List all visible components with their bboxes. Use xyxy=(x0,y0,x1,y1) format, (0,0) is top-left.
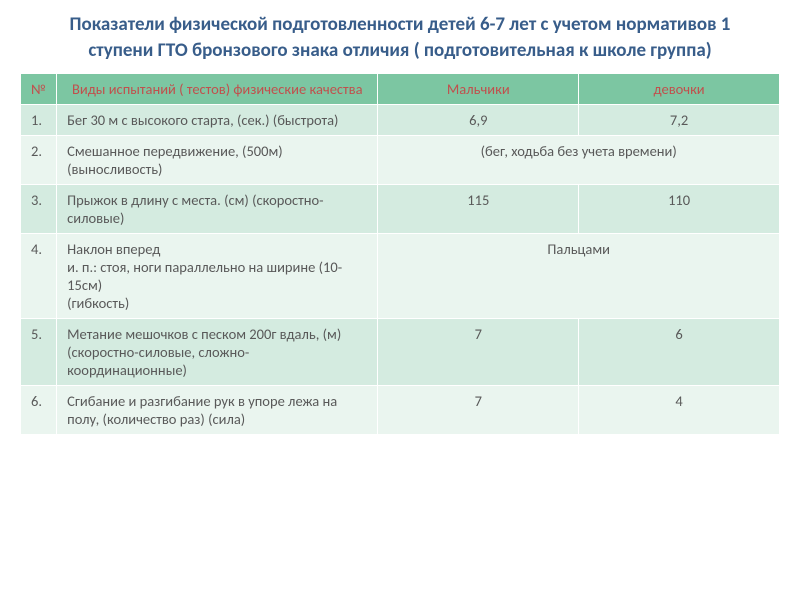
table-row: 5.Метание мешочков с песком 200г вдаль, … xyxy=(21,319,780,386)
cell-num: 6. xyxy=(21,386,57,435)
cell-desc: Смешанное передвижение, (500м) (вынослив… xyxy=(57,136,378,185)
cell-girls: 110 xyxy=(579,185,780,234)
cell-girls: 6 xyxy=(579,319,780,386)
cell-boys: 115 xyxy=(378,185,579,234)
cell-boys: 6,9 xyxy=(378,105,579,136)
cell-desc: Метание мешочков с песком 200г вдаль, (м… xyxy=(57,319,378,386)
cell-num: 4. xyxy=(21,234,57,319)
header-desc: Виды испытаний ( тестов) физические каче… xyxy=(57,74,378,105)
cell-merged: (бег, ходьба без учета времени) xyxy=(378,136,780,185)
cell-num: 2. xyxy=(21,136,57,185)
cell-desc: Сгибание и разгибание рук в упоре лежа н… xyxy=(57,386,378,435)
table-row: 1.Бег 30 м с высокого старта, (сек.) (бы… xyxy=(21,105,780,136)
cell-desc: Бег 30 м с высокого старта, (сек.) (быст… xyxy=(57,105,378,136)
cell-num: 5. xyxy=(21,319,57,386)
cell-desc: Наклон вперед и. п.: стоя, ноги параллел… xyxy=(57,234,378,319)
header-num: № xyxy=(21,74,57,105)
page-title: Показатели физической подготовленности д… xyxy=(0,0,800,73)
cell-merged: Пальцами xyxy=(378,234,780,319)
cell-boys: 7 xyxy=(378,386,579,435)
cell-num: 1. xyxy=(21,105,57,136)
cell-desc: Прыжок в длину с места. (см) (скоростно-… xyxy=(57,185,378,234)
table-row: 4.Наклон вперед и. п.: стоя, ноги паралл… xyxy=(21,234,780,319)
header-boys: Мальчики xyxy=(378,74,579,105)
table-body: 1.Бег 30 м с высокого старта, (сек.) (бы… xyxy=(21,105,780,435)
cell-boys: 7 xyxy=(378,319,579,386)
cell-girls: 4 xyxy=(579,386,780,435)
cell-num: 3. xyxy=(21,185,57,234)
table-row: 3.Прыжок в длину с места. (см) (скоростн… xyxy=(21,185,780,234)
table-row: 6.Сгибание и разгибание рук в упоре лежа… xyxy=(21,386,780,435)
table-row: 2.Смешанное передвижение, (500м) (выносл… xyxy=(21,136,780,185)
cell-girls: 7,2 xyxy=(579,105,780,136)
norms-table: № Виды испытаний ( тестов) физические ка… xyxy=(20,73,780,435)
header-girls: девочки xyxy=(579,74,780,105)
table-header-row: № Виды испытаний ( тестов) физические ка… xyxy=(21,74,780,105)
